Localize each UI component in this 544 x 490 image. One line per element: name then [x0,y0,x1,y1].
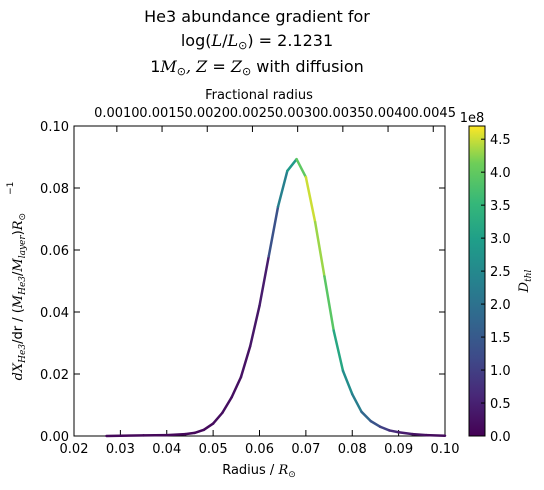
top-tick-label: 0.0040 [365,106,411,121]
line-segment [343,371,352,394]
y-tick-label: 0.06 [40,244,69,259]
colorbar-tick-label: 3.0 [490,232,511,247]
y-tick-label: 0.02 [40,368,69,383]
y-tick-label: 0.08 [40,182,69,197]
top-axis-label: Fractional radius [205,88,313,103]
line-segment [204,424,213,430]
top-tick-label: 0.0035 [320,106,366,121]
top-tick-label: 0.0010 [94,106,140,121]
line-segment [426,435,445,436]
line-segment [380,427,389,431]
x-tick-label: 0.08 [338,442,367,457]
top-tick-label: 0.0030 [275,106,321,121]
line-segment [241,346,250,377]
chart-title-line2: log(L/L⊙) = 2.1231 [181,31,333,52]
line-segment [287,159,296,171]
plot-frame [74,126,445,436]
colorbar-tick-label: 0.5 [490,397,511,412]
x-tick-label: 0.03 [106,442,135,457]
y-tick-label: 0.00 [40,430,69,445]
data-line [106,159,445,436]
x-tick-label: 0.05 [199,442,228,457]
line-segment [306,177,315,222]
line-segment [269,207,278,257]
line-segment [334,331,343,371]
y-axis-label: dXHe3/dr / (MHe3/Mlayer)R⊙−1 [6,182,28,381]
top-tick-label: 0.0020 [184,106,230,121]
chart-title-line1: He3 abundance gradient for [144,7,370,26]
colorbar-offset: 1e8 [460,111,485,126]
line-segment [389,430,398,432]
line-segment [297,159,306,177]
line-segment [371,421,380,427]
line-segment [260,256,269,306]
colorbar-tick-label: 4.0 [490,166,511,181]
top-tick-label: 0.0025 [230,106,276,121]
line-segment [222,397,231,413]
top-tick-label: 0.0045 [410,106,456,121]
colorbar-tick-label: 2.0 [490,298,511,313]
x-tick-label: 0.06 [245,442,274,457]
colorbar-tick-label: 3.5 [490,199,511,214]
line-segment [195,430,204,433]
x-axis-label: Radius / R⊙ [222,463,296,480]
line-segment [213,413,222,424]
axis-ticks: 0.02 0.03 0.04 0.05 0.06 0.07 0.08 0.09 0.10 0.00… [40,106,459,457]
colorbar-tick-label: 0.0 [490,430,511,445]
colorbar-label: Dthl [517,270,534,294]
colorbar-tick-label: 1.5 [490,331,511,346]
colorbar-tick-label: 1.0 [490,364,511,379]
x-tick-label: 0.10 [431,442,460,457]
x-tick-label: 0.04 [152,442,181,457]
colorbar-tick-label: 4.5 [490,133,511,148]
y-tick-label: 0.04 [40,306,69,321]
line-segment [232,377,241,397]
line-segment [399,432,413,434]
line-segment [324,276,333,330]
top-tick-label: 0.0015 [139,106,185,121]
y-tick-label: 0.10 [40,120,69,135]
line-segment [413,434,427,435]
chart-title-line3: 1M⊙, Z = Z⊙ with diffusion [150,57,364,78]
line-segment [250,306,259,346]
x-tick-label: 0.09 [384,442,413,457]
line-segment [185,433,194,434]
line-segment [362,412,371,421]
colorbar-tick-label: 2.5 [490,265,511,280]
x-tick-label: 0.07 [291,442,320,457]
line-segment [315,222,324,276]
line-segment [278,171,287,207]
line-segment [352,394,361,412]
line-segment [167,434,186,435]
